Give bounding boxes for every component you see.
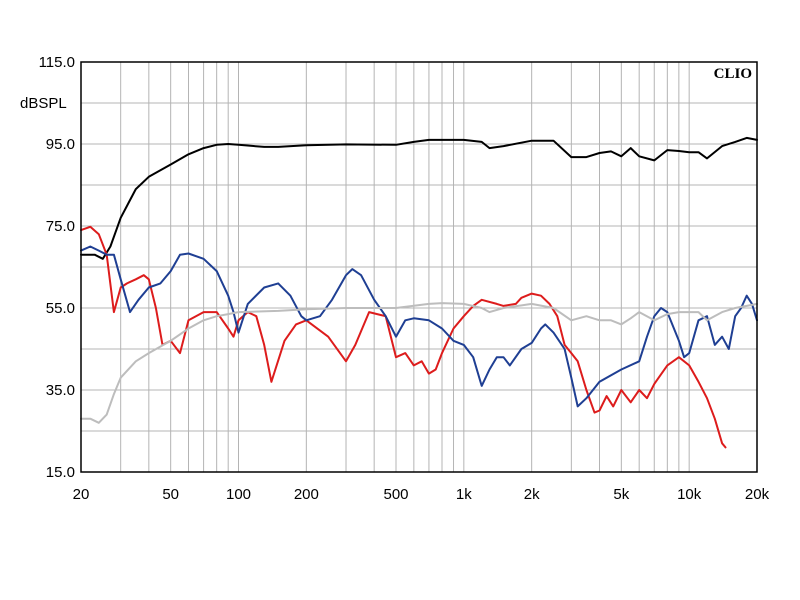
x-tick-label: 20k [745, 486, 770, 503]
plot-frame [80, 61, 758, 473]
x-tick-label: 200 [294, 486, 319, 503]
series-line-1 [80, 136, 758, 260]
y-tick-label: 35.0 [46, 382, 75, 399]
x-tick-label: 100 [226, 486, 251, 503]
y-tick-label: 115.0 [39, 54, 75, 71]
x-tick-labels: 20 50 100 200 500 1k 2k 5k 10k 20k [73, 486, 770, 503]
y-tick-labels: 115.0 95.0 75.0 55.0 35.0 15.0 [39, 54, 75, 481]
series-group [80, 136, 758, 449]
y-tick-label: 75.0 [46, 218, 75, 235]
grid-lines [81, 62, 757, 472]
series-line-3 [80, 245, 758, 408]
x-tick-label: 20 [73, 486, 90, 503]
y-tick-label: 95.0 [46, 136, 75, 153]
x-tick-label: 50 [162, 486, 179, 503]
x-tick-label: 2k [524, 486, 540, 503]
y-tick-label: 55.0 [46, 300, 75, 317]
brand-logo-text: CLIO [714, 66, 752, 82]
y-axis-label: dBSPL [20, 95, 67, 112]
x-tick-label: 1k [456, 486, 472, 503]
x-tick-label: 5k [613, 486, 629, 503]
x-tick-label: 10k [677, 486, 702, 503]
x-tick-label: 500 [383, 486, 408, 503]
series-line-4 [80, 302, 758, 424]
y-tick-label: 15.0 [46, 464, 75, 481]
